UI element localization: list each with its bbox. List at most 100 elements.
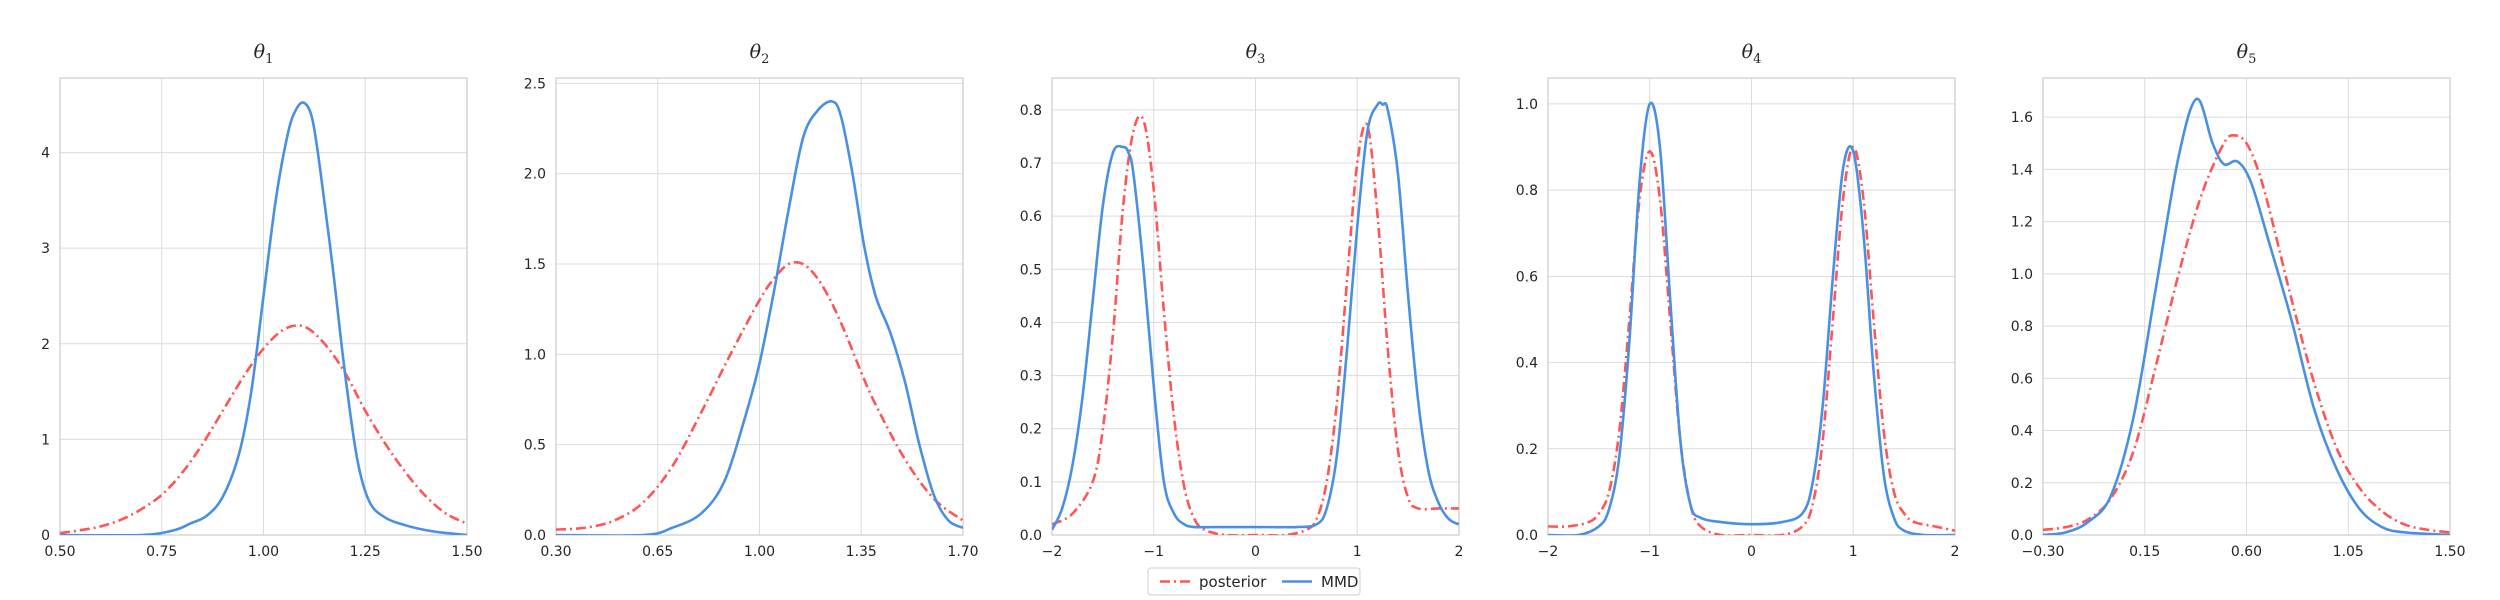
- x-tick-label: −1: [1143, 544, 1164, 560]
- y-tick-label: 0.6: [1516, 269, 1538, 285]
- y-tick-label: 1.0: [1516, 97, 1538, 113]
- x-tick-label: 0.15: [2129, 544, 2160, 560]
- y-tick-label: 2: [41, 337, 50, 353]
- y-tick-label: 4: [41, 146, 50, 162]
- panel-title: θ5: [2237, 41, 2257, 67]
- panel-title: θ1: [254, 41, 274, 67]
- x-tick-label: 1.25: [350, 544, 381, 560]
- y-tick-label: 0.6: [2011, 371, 2033, 387]
- x-tick-label: 2: [1951, 544, 1960, 560]
- x-tick-label: 0.60: [2231, 544, 2262, 560]
- y-tick-label: 1.6: [2011, 110, 2033, 126]
- y-tick-label: 0.6: [1020, 209, 1042, 225]
- y-tick-label: 2.0: [524, 167, 546, 183]
- y-tick-label: 1.0: [524, 347, 546, 363]
- x-tick-label: 1.35: [846, 544, 877, 560]
- x-tick-label: 1.00: [744, 544, 775, 560]
- panel-title-subscript: 4: [1753, 52, 1761, 67]
- panel-title-subscript: 5: [2248, 52, 2256, 67]
- series-line-mmd: [1052, 101, 1459, 531]
- panel-2: 0.30 0.65 1.00 1.35 1.70 0.0 0.5 1.0 1.5 2.0 2.5 θ2: [524, 41, 979, 560]
- x-tick-label: 0: [1251, 544, 1260, 560]
- x-tick-label: −0.30: [2022, 544, 2065, 560]
- y-tick-label: 0.0: [1516, 528, 1538, 544]
- panel-title: θ3: [1246, 41, 1266, 67]
- x-tick-label: 1.00: [248, 544, 279, 560]
- series-line-posterior: [2043, 133, 2450, 534]
- x-tick-label: −2: [1042, 544, 1063, 560]
- panel-title-symbol: θ: [2237, 41, 2249, 63]
- legend: posterior MMD: [1147, 567, 1361, 596]
- series-line-posterior: [1052, 114, 1459, 535]
- x-tick-label: 0.50: [44, 544, 75, 560]
- y-tick-label: 0.4: [1020, 315, 1042, 331]
- y-tick-label: 0.4: [2011, 424, 2033, 440]
- panel-title-subscript: 3: [1257, 52, 1265, 67]
- x-tick-label: 1.05: [2333, 544, 2364, 560]
- y-tick-label: 0.2: [1020, 422, 1042, 438]
- y-tick-label: 0.5: [1020, 262, 1042, 278]
- x-tick-label: 0.30: [540, 544, 571, 560]
- panel-3: −2 −1 0 1 2 0.0 0.1 0.2 0.3 0.4 0.5 0.6 0.7 0.8 θ3: [1020, 41, 1464, 560]
- panel-5: −0.30 0.15 0.60 1.05 1.50 0.0 0.2 0.4 0.6 0.8 1.0 1…: [2011, 41, 2466, 560]
- series-line-mmd: [1548, 101, 1955, 535]
- panel-title-symbol: θ: [254, 41, 266, 63]
- y-tick-label: 1.0: [2011, 267, 2033, 283]
- series-line-mmd: [60, 101, 467, 535]
- y-tick-label: 0.7: [1020, 156, 1042, 172]
- x-tick-label: 1.70: [947, 544, 978, 560]
- panel-frame: [59, 77, 468, 536]
- y-tick-label: 0.0: [524, 528, 546, 544]
- x-tick-label: 1: [1849, 544, 1858, 560]
- y-tick-label: 1.5: [524, 257, 546, 273]
- y-tick-label: 0.5: [524, 438, 546, 454]
- y-tick-label: 1.4: [2011, 162, 2033, 178]
- panel-frame: [555, 77, 964, 536]
- x-tick-label: 0.75: [146, 544, 177, 560]
- legend-posterior-label: posterior: [1199, 573, 1267, 591]
- panel-title: θ4: [1742, 41, 1762, 67]
- y-tick-label: 0.1: [1020, 475, 1042, 491]
- y-tick-label: 0: [41, 528, 50, 544]
- x-tick-label: 1: [1353, 544, 1362, 560]
- legend-frame: [1147, 567, 1361, 596]
- y-tick-label: 0.0: [2011, 528, 2033, 544]
- y-tick-label: 0.2: [2011, 476, 2033, 492]
- y-tick-label: 0.8: [2011, 319, 2033, 335]
- x-tick-label: 1.50: [451, 544, 482, 560]
- x-tick-label: −2: [1538, 544, 1559, 560]
- y-tick-label: 1.2: [2011, 215, 2033, 231]
- panel-frame: [2042, 77, 2451, 536]
- series-line-mmd: [556, 100, 963, 535]
- x-tick-label: 0.65: [642, 544, 673, 560]
- y-tick-label: 0.3: [1020, 369, 1042, 385]
- y-tick-label: 3: [41, 241, 50, 257]
- y-tick-label: 0.0: [1020, 528, 1042, 544]
- panel-title-subscript: 2: [761, 52, 769, 67]
- series-line-posterior: [1548, 145, 1955, 535]
- series-line-mmd: [2043, 97, 2450, 535]
- y-tick-label: 1: [41, 432, 50, 448]
- x-tick-label: −1: [1639, 544, 1660, 560]
- x-tick-label: 2: [1455, 544, 1464, 560]
- panel-title-symbol: θ: [1246, 41, 1258, 63]
- y-tick-label: 0.8: [1516, 183, 1538, 199]
- y-tick-label: 0.2: [1516, 442, 1538, 458]
- panel-4: −2 −1 0 1 2 0.0 0.2 0.4 0.6 0.8 1.0 θ4: [1516, 41, 1960, 560]
- legend-mmd-label: MMD: [1321, 573, 1358, 591]
- panel-title-symbol: θ: [750, 41, 762, 63]
- panel-title: θ2: [750, 41, 770, 67]
- y-tick-label: 0.8: [1020, 103, 1042, 119]
- x-tick-label: 0: [1747, 544, 1756, 560]
- x-tick-label: 1.50: [2434, 544, 2465, 560]
- series-line-posterior: [60, 324, 467, 535]
- y-tick-label: 2.5: [524, 76, 546, 92]
- panel-frame: [1547, 77, 1956, 536]
- y-tick-label: 0.4: [1516, 356, 1538, 372]
- panel-title-subscript: 1: [265, 52, 273, 67]
- panel-title-symbol: θ: [1742, 41, 1754, 63]
- series-line-posterior: [556, 260, 963, 531]
